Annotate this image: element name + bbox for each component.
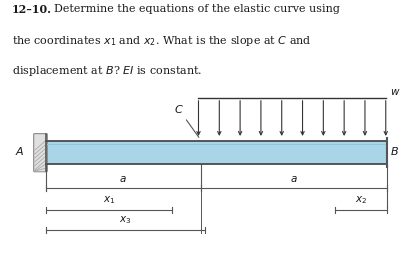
- Text: $x_2$: $x_2$: [355, 194, 367, 206]
- Text: $w$: $w$: [390, 87, 400, 97]
- Text: $A$: $A$: [15, 145, 25, 157]
- Text: displacement at $B$? $EI$ is constant.: displacement at $B$? $EI$ is constant.: [12, 64, 203, 78]
- Bar: [46, 141, 387, 164]
- Text: $C$: $C$: [174, 103, 199, 137]
- Text: Determine the equations of the elastic curve using: Determine the equations of the elastic c…: [54, 4, 340, 14]
- Text: $a$: $a$: [119, 174, 127, 184]
- Text: the coordinates $x_1$ and $x_2$. What is the slope at $C$ and: the coordinates $x_1$ and $x_2$. What is…: [12, 34, 312, 48]
- FancyBboxPatch shape: [34, 134, 47, 172]
- Text: $B$: $B$: [390, 145, 399, 157]
- Text: $x_3$: $x_3$: [119, 214, 132, 226]
- Text: 12–10.: 12–10.: [12, 4, 52, 15]
- Text: $a$: $a$: [290, 174, 298, 184]
- Text: $x_1$: $x_1$: [103, 194, 115, 206]
